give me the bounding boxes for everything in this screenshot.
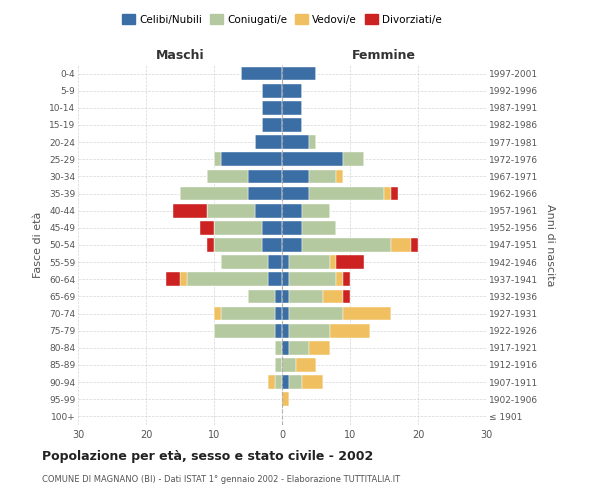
Bar (329, 324, 370, 338)
Bar (289, 256, 329, 269)
Bar (282, 272, 289, 286)
Bar (282, 324, 289, 338)
Bar (268, 376, 275, 389)
Bar (302, 238, 391, 252)
Bar (282, 392, 289, 406)
Text: Popolazione per età, sesso e stato civile - 2002: Popolazione per età, sesso e stato civil… (42, 450, 373, 463)
Bar (329, 256, 337, 269)
Bar (255, 204, 282, 218)
Bar (275, 358, 282, 372)
Bar (343, 290, 350, 304)
Bar (296, 358, 316, 372)
Bar (262, 101, 282, 114)
Bar (302, 221, 337, 234)
Bar (282, 204, 302, 218)
Bar (262, 118, 282, 132)
Bar (282, 256, 289, 269)
Y-axis label: Anni di nascita: Anni di nascita (545, 204, 554, 286)
Bar (282, 290, 289, 304)
Bar (343, 272, 350, 286)
Bar (282, 341, 289, 354)
Bar (207, 170, 248, 183)
Bar (214, 324, 275, 338)
Bar (248, 170, 282, 183)
Bar (275, 341, 282, 354)
Legend: Celibi/Nubili, Coniugati/e, Vedovi/e, Divorziati/e: Celibi/Nubili, Coniugati/e, Vedovi/e, Di… (118, 10, 446, 29)
Bar (282, 136, 309, 149)
Y-axis label: Fasce di età: Fasce di età (34, 212, 43, 278)
Bar (248, 290, 275, 304)
Bar (214, 238, 262, 252)
Bar (207, 204, 255, 218)
Bar (282, 306, 289, 320)
Bar (391, 238, 411, 252)
Bar (180, 272, 187, 286)
Bar (411, 238, 418, 252)
Bar (343, 152, 364, 166)
Bar (221, 152, 282, 166)
Text: Maschi: Maschi (155, 48, 205, 62)
Bar (207, 238, 214, 252)
Bar (289, 376, 302, 389)
Bar (262, 84, 282, 98)
Bar (309, 170, 337, 183)
Bar (166, 272, 180, 286)
Bar (221, 306, 275, 320)
Bar (200, 221, 214, 234)
Bar (248, 186, 282, 200)
Bar (309, 136, 316, 149)
Bar (282, 66, 316, 80)
Bar (282, 221, 302, 234)
Bar (214, 221, 262, 234)
Bar (282, 376, 289, 389)
Bar (282, 238, 302, 252)
Bar (289, 272, 337, 286)
Bar (221, 256, 268, 269)
Bar (275, 290, 282, 304)
Bar (337, 272, 343, 286)
Bar (262, 238, 282, 252)
Bar (323, 290, 343, 304)
Bar (180, 186, 248, 200)
Bar (282, 170, 309, 183)
Bar (262, 221, 282, 234)
Bar (343, 306, 391, 320)
Bar (337, 256, 364, 269)
Bar (214, 152, 221, 166)
Bar (241, 66, 282, 80)
Bar (391, 186, 398, 200)
Bar (289, 324, 329, 338)
Text: COMUNE DI MAGNANO (BI) - Dati ISTAT 1° gennaio 2002 - Elaborazione TUTTITALIA.IT: COMUNE DI MAGNANO (BI) - Dati ISTAT 1° g… (42, 475, 400, 484)
Bar (302, 376, 323, 389)
Bar (289, 341, 309, 354)
Text: Femmine: Femmine (352, 48, 416, 62)
Bar (268, 256, 282, 269)
Bar (282, 152, 343, 166)
Bar (275, 376, 282, 389)
Bar (309, 341, 329, 354)
Bar (268, 272, 282, 286)
Bar (289, 290, 323, 304)
Bar (282, 118, 302, 132)
Bar (302, 204, 329, 218)
Bar (337, 170, 343, 183)
Bar (214, 306, 221, 320)
Bar (282, 358, 296, 372)
Bar (255, 136, 282, 149)
Bar (384, 186, 391, 200)
Bar (282, 186, 309, 200)
Bar (282, 84, 302, 98)
Bar (275, 306, 282, 320)
Bar (289, 306, 343, 320)
Bar (275, 324, 282, 338)
Bar (187, 272, 268, 286)
Bar (282, 101, 302, 114)
Bar (173, 204, 207, 218)
Bar (309, 186, 384, 200)
